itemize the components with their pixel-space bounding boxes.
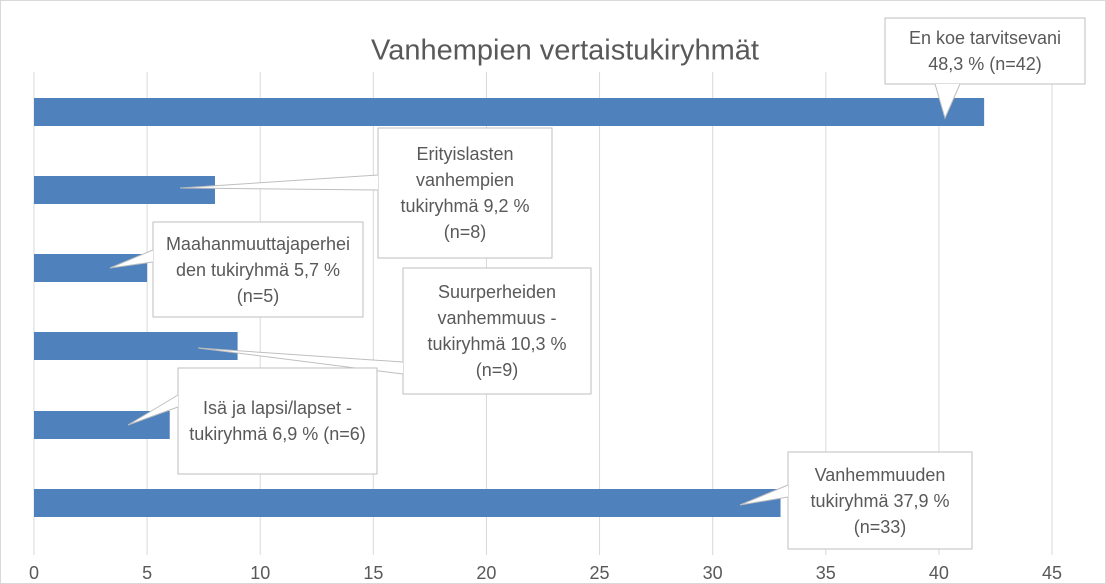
callout-text: Erityislasten vanhempien tukiryhmä 9,2 %… [378,128,552,258]
x-tick-label: 35 [816,563,836,583]
callout-box [377,127,553,259]
callout-pointer [109,249,154,269]
callout-pointer [197,347,404,375]
callout-text: Suurperheiden vanhemmuus - tukiryhmä 10,… [403,268,591,394]
category-label: En koe tarvitsevani [908,28,1062,48]
callout-box [177,367,378,475]
x-tick-label: 25 [590,563,610,583]
category-label: Maahanmuuttajaperheiden tukiryhmä [165,233,351,280]
callout-text: Vanhemmuuden tukiryhmä 37,9 % (n=33) [788,452,972,549]
x-tick-label: 40 [929,563,949,583]
category-label: Suurperheiden vanhemmuus - tukiryhmä [427,282,557,354]
value-label: 5,7 % (n=5) [236,259,341,306]
x-tick-label: 10 [250,563,270,583]
x-tick-label: 45 [1042,563,1062,583]
callout-box [402,267,592,395]
x-tick-label: 15 [363,563,383,583]
callout-text: Maahanmuuttajaperheiden tukiryhmä 5,7 % … [153,222,363,317]
x-tick-label: 30 [703,563,723,583]
callout-text: Isä ja lapsi/lapset - tukiryhmä 6,9 % (n… [178,368,377,474]
callout-pointer [739,484,789,506]
x-tick-label: 0 [29,563,39,583]
callout-box [884,17,1086,85]
bar [34,98,985,126]
value-label: 6,9 % (n=6) [272,424,366,444]
callout-text: En koe tarvitsevani 48,3 % (n=42) [885,18,1085,84]
callout-pointer [934,83,961,120]
x-tick-label: 20 [476,563,496,583]
bar [34,332,238,360]
callout-box [152,221,364,318]
chart-title: Vanhempien vertaistukiryhmät [371,35,759,67]
bar [34,176,215,204]
value-label: 37,9 % (n=33) [853,490,950,537]
callout-box [787,451,973,550]
callout-pointer [179,174,379,191]
callout-pointer [127,394,179,426]
x-tick-label: 5 [142,563,152,583]
category-label: Isä ja lapsi/lapset - tukiryhmä [189,398,353,444]
value-label: 48,3 % (n=42) [928,54,1042,74]
bar [34,254,148,282]
category-label: Vanhemmuuden tukiryhmä [810,464,946,511]
callout-pointer-fill [935,84,960,118]
bar [34,489,781,517]
value-label: 9,2 % (n=8) [443,196,530,242]
value-label: 10,3 % (n=9) [475,334,567,380]
category-label: Erityislasten vanhempien tukiryhmä [400,144,515,216]
